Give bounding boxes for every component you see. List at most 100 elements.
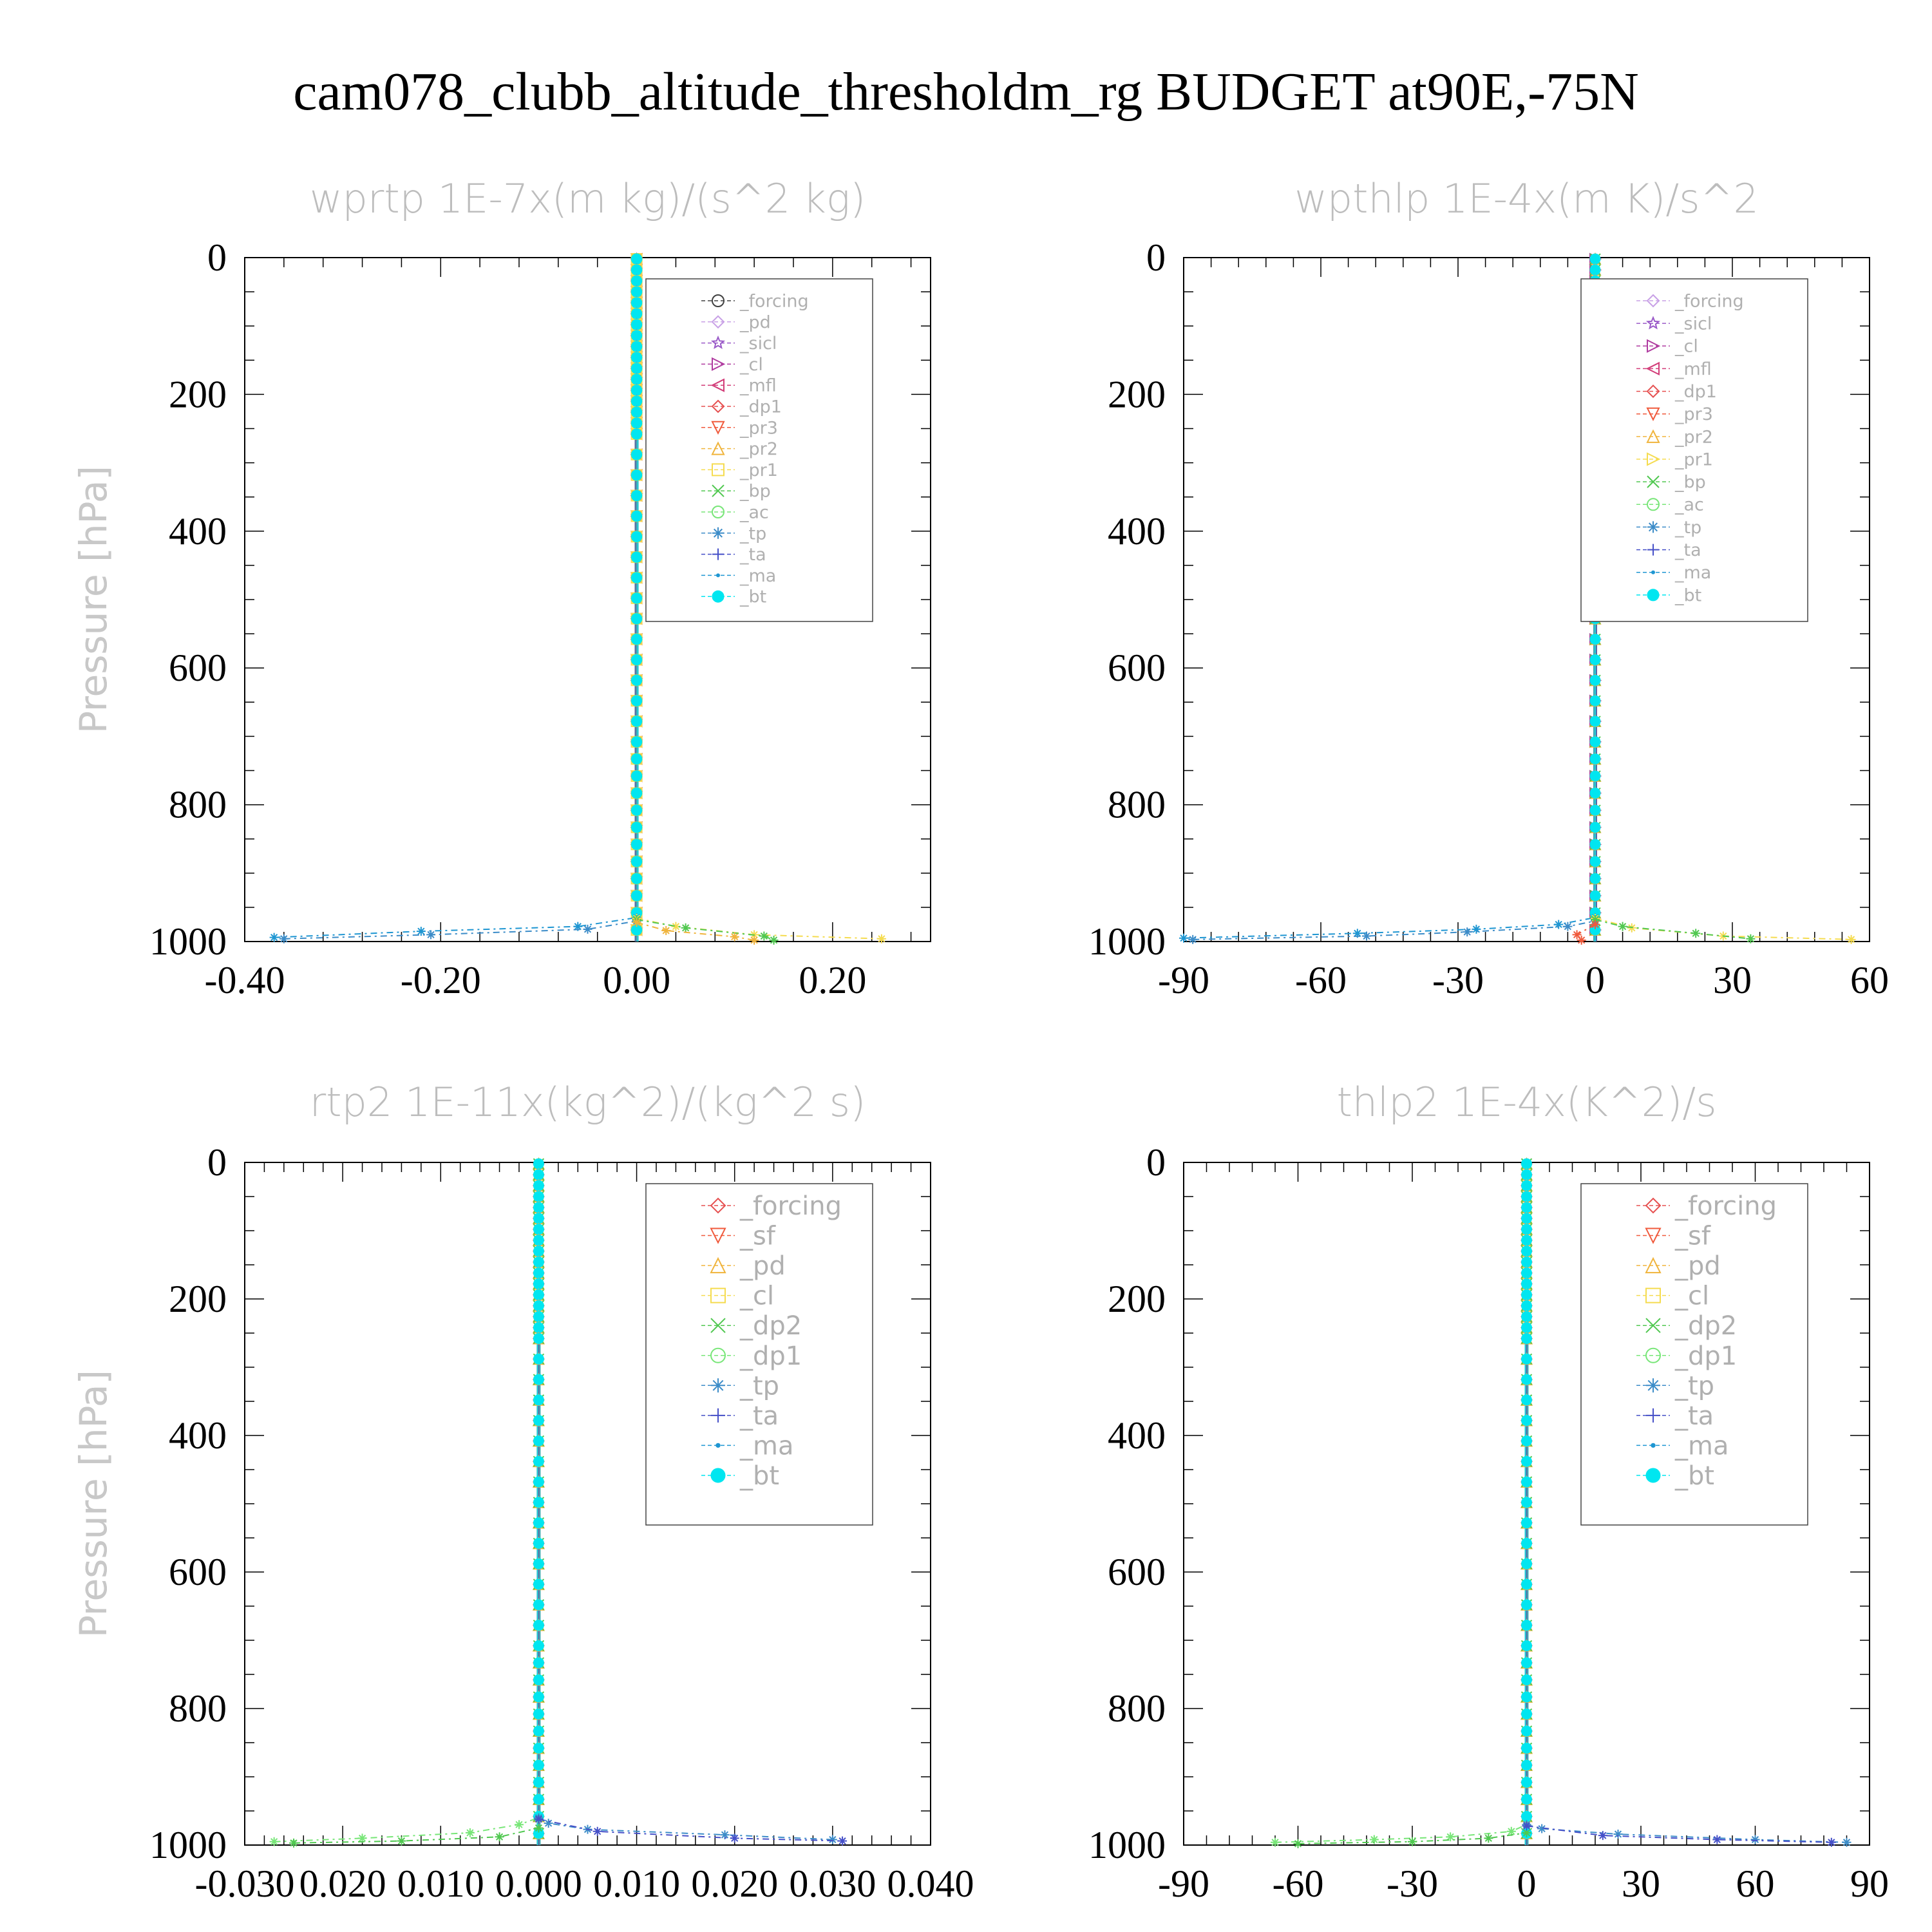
series-point-_bt	[1522, 1456, 1532, 1466]
x-tick-label: 30	[1622, 1862, 1660, 1905]
series-point-_bt	[1522, 1213, 1532, 1224]
legend-label: _bt	[739, 587, 766, 607]
panel-title: wprtp 1E-7x(m kg)/(s^2 kg)	[310, 175, 866, 222]
legend-marker-_bt	[1646, 1468, 1660, 1482]
legend-label: _pr2	[1674, 427, 1713, 447]
legend-label: _ta	[739, 1401, 779, 1431]
series-point-_bt	[533, 1213, 544, 1224]
legend-marker-_ma	[1651, 1443, 1655, 1448]
legend-label: _pr3	[1674, 404, 1713, 424]
series-point-_bt	[533, 1159, 544, 1169]
panel-title: thlp2 1E-4x(K^2)/s	[1336, 1079, 1716, 1126]
legend-label: _sf	[1674, 1222, 1711, 1251]
legend-marker-_tp	[1647, 521, 1659, 533]
legend: _forcing_sicl_cl_mfl_dp1_pr3_pr2_pr1_bp_…	[1581, 279, 1808, 621]
y-tick-label: 0	[207, 236, 227, 279]
series-point-_bt	[1522, 1518, 1532, 1528]
legend-label: _pr1	[1674, 450, 1713, 469]
y-tick-label: 1000	[1088, 920, 1166, 963]
series-point-_bt	[1522, 1709, 1532, 1719]
series-point-_bt	[632, 450, 642, 460]
series-point-_bt	[533, 1674, 544, 1685]
series-point-_bt	[632, 771, 642, 781]
series-point-_bt	[632, 716, 642, 726]
series-point	[770, 936, 779, 945]
series-point-_bt	[533, 1268, 544, 1278]
y-tick-label: 600	[169, 647, 227, 689]
series-point-_bt	[533, 1395, 544, 1405]
x-tick-label: 0.040	[887, 1862, 974, 1905]
x-tick-label: -30	[1387, 1862, 1438, 1905]
legend-label: _bp	[739, 482, 771, 502]
legend-label: _dp1	[1674, 1341, 1737, 1371]
legend-label: _tp	[1674, 1371, 1714, 1401]
series-point-_bt	[533, 1246, 544, 1256]
series-point-_bt	[1522, 1354, 1532, 1364]
legend-label: _ma	[739, 1431, 793, 1461]
x-tick-label: -60	[1295, 959, 1347, 1001]
series-point-_bt	[533, 1279, 544, 1289]
y-axis-label: Pressure [hPa]	[71, 466, 115, 734]
series-point-_bt	[533, 1579, 544, 1589]
series-point-_bt	[533, 1435, 544, 1446]
legend-label: _cl	[1674, 1282, 1709, 1311]
x-tick-label: 0.00	[603, 959, 670, 1001]
series-point-_bt	[1590, 265, 1600, 275]
series-point-_bt	[632, 363, 642, 374]
series-point-_bt	[1590, 857, 1600, 867]
series-point-_bt	[632, 374, 642, 384]
series-point-_bt	[1522, 1760, 1532, 1770]
legend-marker-_ma	[715, 1443, 720, 1448]
series-point-_bt	[632, 308, 642, 319]
series-point-_bt	[1590, 254, 1600, 264]
x-tick-label: -90	[1158, 959, 1209, 1001]
series-point-_bt	[632, 593, 642, 603]
series-point-_bt	[533, 1323, 544, 1333]
series-point-_bt	[632, 531, 642, 542]
series-point-_bt	[632, 675, 642, 685]
series-point-_bt	[1590, 873, 1600, 884]
series-point-_bt	[1522, 1538, 1532, 1548]
y-tick-label: 0	[1146, 236, 1166, 279]
legend-label: _pr3	[739, 418, 778, 438]
series-point-_bt	[632, 891, 642, 901]
series-point-_bt	[1522, 1257, 1532, 1267]
x-tick-label: 0.030	[789, 1862, 876, 1905]
series-point	[583, 925, 592, 934]
series-point-_bt	[632, 298, 642, 308]
series-point-_bt	[1522, 1290, 1532, 1300]
series-point	[1408, 1837, 1417, 1846]
series-point-_bt	[1522, 1435, 1532, 1446]
legend-label: _cl	[739, 1282, 774, 1311]
series-point-_bt	[1522, 1777, 1532, 1787]
y-tick-label: 600	[169, 1551, 227, 1593]
y-tick-label: 600	[1108, 647, 1166, 689]
legend-label: _cl	[1674, 337, 1698, 357]
series-point-_bt	[1522, 1224, 1532, 1235]
figure-title: cam078_clubb_altitude_thresholdm_rg BUDG…	[293, 62, 1639, 122]
legend-label: _sf	[739, 1222, 776, 1251]
legend-label: _forcing	[1674, 291, 1744, 311]
y-tick-label: 1000	[1088, 1824, 1166, 1866]
series-point-_bt	[1590, 737, 1600, 747]
series-point-_bt	[632, 805, 642, 815]
series-point-_bt	[1522, 1579, 1532, 1589]
series-point-_bt	[533, 1538, 544, 1548]
x-tick-label: 60	[1850, 959, 1889, 1001]
series-point-_bt	[632, 753, 642, 764]
series-point-_bt	[632, 788, 642, 799]
series-point	[838, 1837, 847, 1846]
legend-label: _cl	[739, 355, 763, 375]
series-point	[759, 932, 768, 941]
legend-label: _ta	[1674, 1401, 1714, 1431]
x-tick-label: 0.010	[593, 1862, 680, 1905]
series-point-_bt	[1590, 788, 1600, 799]
y-tick-label: 0	[1146, 1141, 1166, 1184]
legend-label: _forcing	[739, 291, 809, 311]
legend-label: _pr2	[739, 439, 778, 459]
y-tick-label: 800	[169, 1687, 227, 1730]
series-point-_bt	[1590, 839, 1600, 849]
series-point-_bt	[632, 696, 642, 706]
series-point	[1614, 1830, 1623, 1839]
